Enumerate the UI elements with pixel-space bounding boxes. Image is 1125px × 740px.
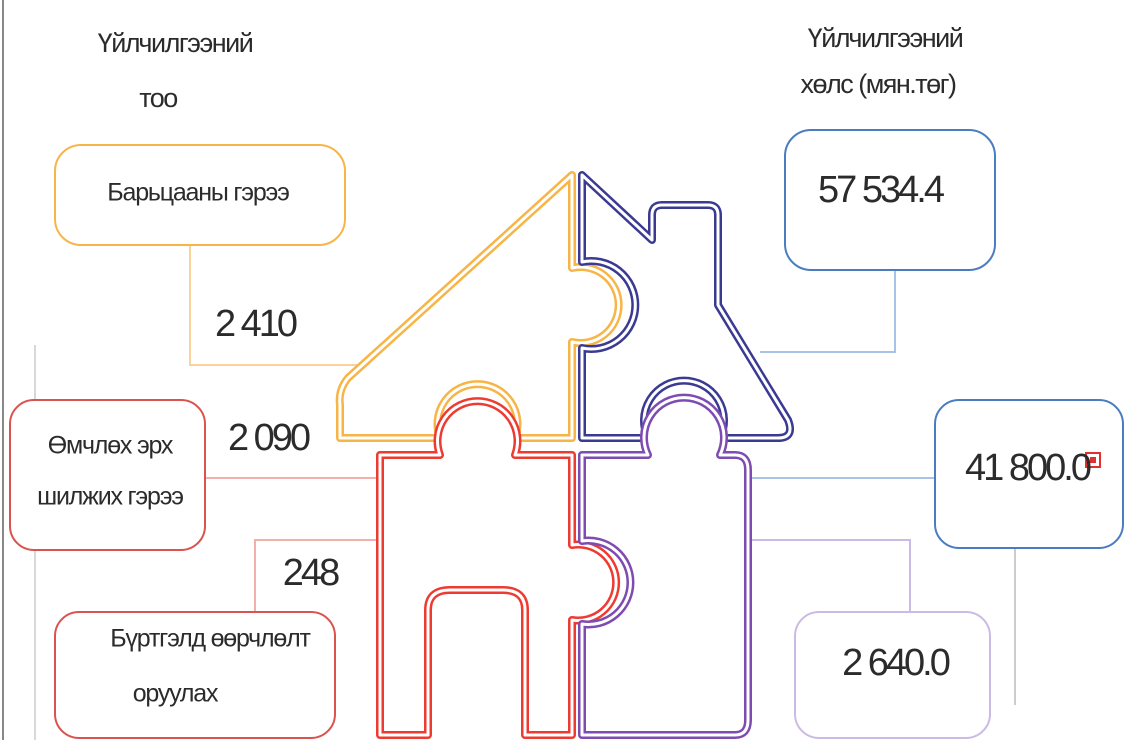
puzzle-house	[340, 175, 790, 735]
count-value: 2 090	[228, 417, 310, 459]
item-label: Өмчлөх эрх	[48, 432, 174, 460]
header: Үйлчилгээний	[98, 28, 253, 58]
label-box	[10, 400, 205, 550]
item-label: оруулах	[133, 680, 219, 708]
fee-value: 41 800.0	[965, 447, 1091, 489]
page: {"headers": {"count": ["Үйлчилгээний", "…	[0, 0, 1125, 740]
header: хөлс (мян.төг)	[800, 69, 956, 99]
count-value: 2 410	[215, 303, 297, 345]
count-value: 248	[283, 552, 339, 594]
fee-value: 57 534.4	[818, 169, 945, 211]
header: тоо	[139, 83, 177, 113]
connector	[760, 270, 895, 352]
icon	[1090, 457, 1096, 463]
item-label: Барьцааны гэрээ	[107, 179, 289, 207]
item-label: шилжих гэрээ	[37, 483, 183, 511]
header: Үйлчилгээний	[808, 23, 963, 53]
connector	[752, 540, 910, 612]
fee-value: 2 640.0	[842, 642, 950, 684]
item-label: Бүртгэлд өөрчлөлт	[110, 625, 311, 653]
infographic: Үйлчилгээний тоо Үйлчилгээний хөлс (мян.…	[0, 0, 1125, 740]
